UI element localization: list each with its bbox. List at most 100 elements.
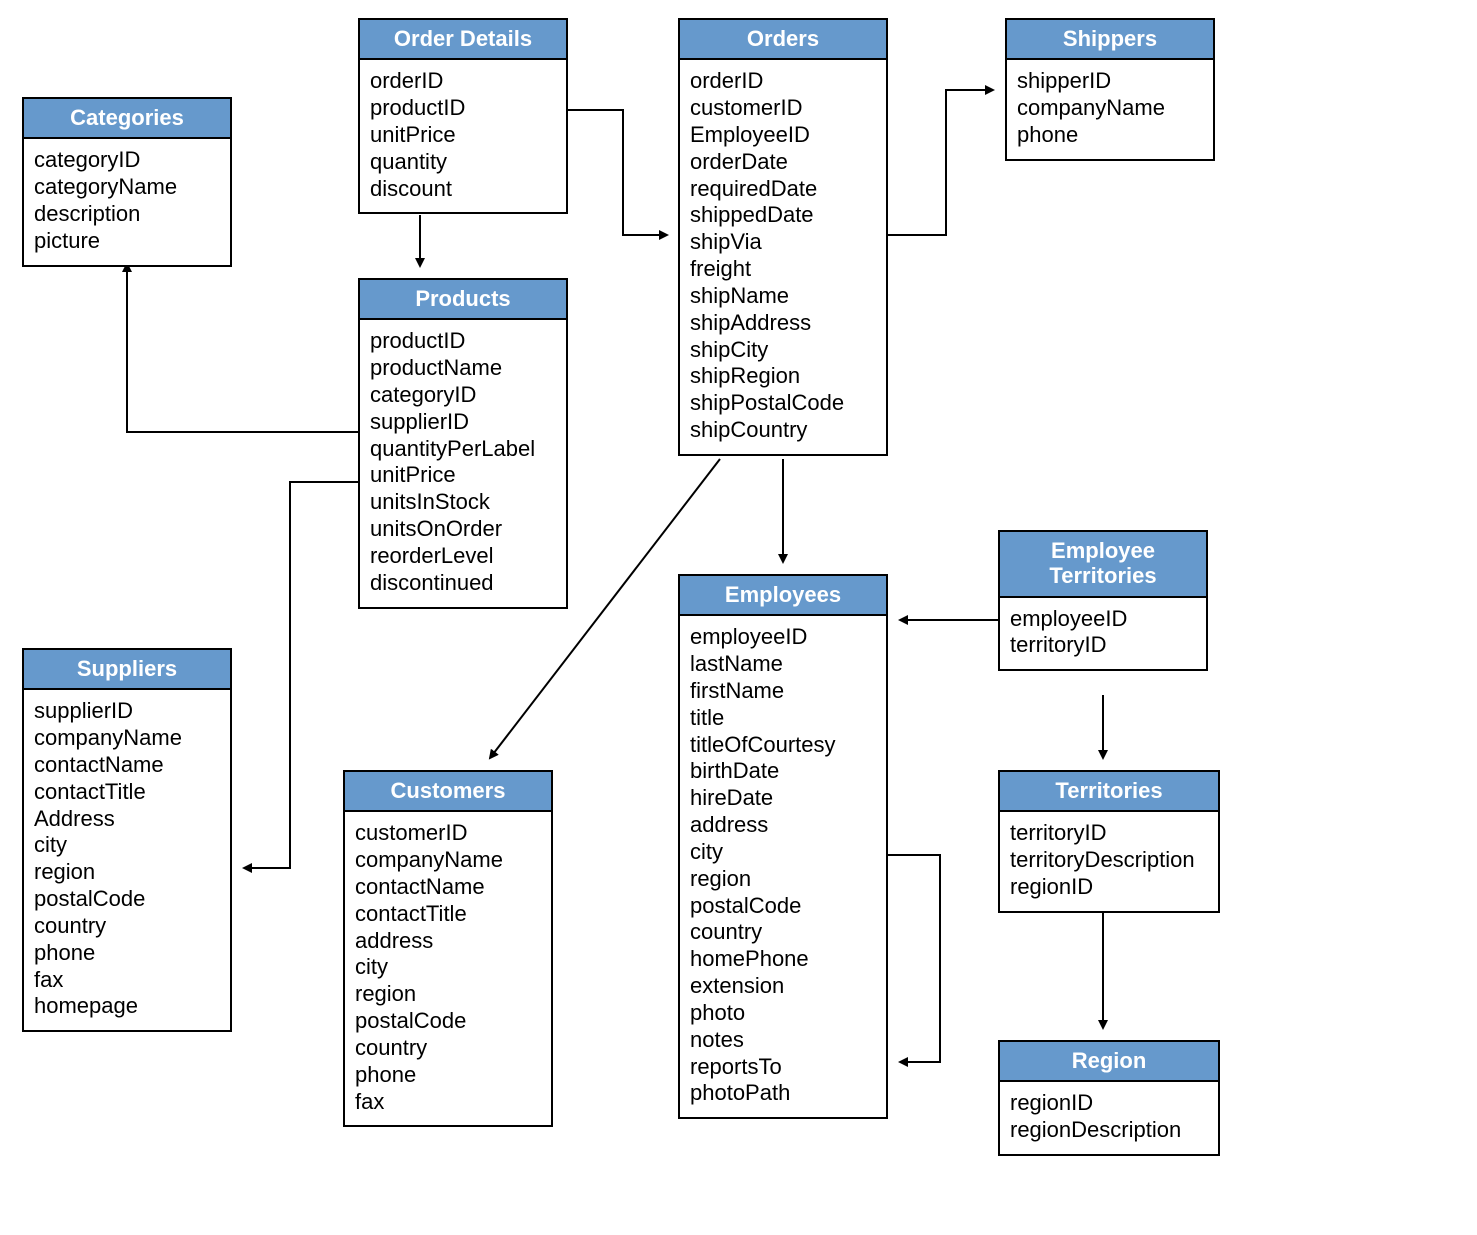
entity-field: title — [690, 705, 876, 732]
entity-field: country — [355, 1035, 541, 1062]
entity-field: contactTitle — [34, 779, 220, 806]
entity-field: productName — [370, 355, 556, 382]
entity-field: shipVia — [690, 229, 876, 256]
entity-field: titleOfCourtesy — [690, 732, 876, 759]
entity-field: employeeID — [690, 624, 876, 651]
entity-field: unitPrice — [370, 462, 556, 489]
entity-field: customerID — [355, 820, 541, 847]
edge-products-to-suppliers — [244, 482, 358, 868]
entity-fields: employeeIDterritoryID — [1000, 598, 1206, 670]
entity-field: postalCode — [355, 1008, 541, 1035]
entity-fields: regionIDregionDescription — [1000, 1082, 1218, 1154]
entity-title: Products — [360, 280, 566, 320]
entity-field: shipRegion — [690, 363, 876, 390]
entity-title: Customers — [345, 772, 551, 812]
entity-field: contactName — [355, 874, 541, 901]
entity-field: picture — [34, 228, 220, 255]
entity-field: address — [355, 928, 541, 955]
edge-products-to-categories — [127, 264, 358, 432]
entity-field: unitPrice — [370, 122, 556, 149]
entity-field: fax — [34, 967, 220, 994]
entity-field: orderID — [370, 68, 556, 95]
entity-field: city — [355, 954, 541, 981]
entity-field: Address — [34, 806, 220, 833]
entity-title: Territories — [1000, 772, 1218, 812]
entity-field: productID — [370, 328, 556, 355]
entity-fields: customerIDcompanyNamecontactNamecontactT… — [345, 812, 551, 1125]
entity-field: city — [34, 832, 220, 859]
entity-title: Suppliers — [24, 650, 230, 690]
entity-field: unitsOnOrder — [370, 516, 556, 543]
entity-field: companyName — [34, 725, 220, 752]
entity-field: productID — [370, 95, 556, 122]
entity-field: extension — [690, 973, 876, 1000]
entity-field: photo — [690, 1000, 876, 1027]
entity-field: employeeID — [1010, 606, 1196, 633]
entity-field: supplierID — [34, 698, 220, 725]
entity-field: quantity — [370, 149, 556, 176]
entity-field: homepage — [34, 993, 220, 1020]
entity-title: Region — [1000, 1042, 1218, 1082]
entity-field: postalCode — [34, 886, 220, 913]
entity-field: shipCountry — [690, 417, 876, 444]
entity-field: companyName — [355, 847, 541, 874]
entity-field: freight — [690, 256, 876, 283]
entity-territories: TerritoriesterritoryIDterritoryDescripti… — [998, 770, 1220, 913]
entity-field: photoPath — [690, 1080, 876, 1107]
entity-field: discount — [370, 176, 556, 203]
entity-field: address — [690, 812, 876, 839]
entity-field: city — [690, 839, 876, 866]
entity-field: description — [34, 201, 220, 228]
entity-field: firstName — [690, 678, 876, 705]
entity-field: contactTitle — [355, 901, 541, 928]
entity-field: homePhone — [690, 946, 876, 973]
entity-field: country — [34, 913, 220, 940]
entity-field: regionDescription — [1010, 1117, 1208, 1144]
entity-field: supplierID — [370, 409, 556, 436]
entity-field: customerID — [690, 95, 876, 122]
entity-field: orderDate — [690, 149, 876, 176]
entity-fields: orderIDproductIDunitPricequantitydiscoun… — [360, 60, 566, 212]
entity-categories: CategoriescategoryIDcategoryNamedescript… — [22, 97, 232, 267]
entity-field: birthDate — [690, 758, 876, 785]
entity-field: notes — [690, 1027, 876, 1054]
edge-employees-self — [888, 855, 940, 1062]
entity-customers: CustomerscustomerIDcompanyNamecontactNam… — [343, 770, 553, 1127]
entity-field: shipperID — [1017, 68, 1203, 95]
entity-field: reorderLevel — [370, 543, 556, 570]
entity-field: territoryID — [1010, 820, 1208, 847]
entity-field: region — [355, 981, 541, 1008]
entity-fields: employeeIDlastNamefirstNametitletitleOfC… — [680, 616, 886, 1117]
entity-field: regionID — [1010, 874, 1208, 901]
entity-orders: OrdersorderIDcustomerIDEmployeeIDorderDa… — [678, 18, 888, 456]
entity-suppliers: SupplierssupplierIDcompanyNamecontactNam… — [22, 648, 232, 1032]
entity-field: phone — [34, 940, 220, 967]
entity-field: country — [690, 919, 876, 946]
entity-field: categoryName — [34, 174, 220, 201]
entity-fields: shipperIDcompanyNamephone — [1007, 60, 1213, 158]
entity-field: shippedDate — [690, 202, 876, 229]
entity-fields: territoryIDterritoryDescriptionregionID — [1000, 812, 1218, 910]
entity-field: categoryID — [370, 382, 556, 409]
entity-fields: supplierIDcompanyNamecontactNamecontactT… — [24, 690, 230, 1030]
entity-field: phone — [1017, 122, 1203, 149]
entity-field: requiredDate — [690, 176, 876, 203]
entity-field: categoryID — [34, 147, 220, 174]
entity-field: shipPostalCode — [690, 390, 876, 417]
entity-field: phone — [355, 1062, 541, 1089]
entity-field: quantityPerLabel — [370, 436, 556, 463]
entity-title: Shippers — [1007, 20, 1213, 60]
entity-fields: categoryIDcategoryNamedescriptionpicture — [24, 139, 230, 264]
entity-field: region — [690, 866, 876, 893]
entity-field: shipName — [690, 283, 876, 310]
entity-title: Employee Territories — [1000, 532, 1206, 598]
entity-shippers: ShippersshipperIDcompanyNamephone — [1005, 18, 1215, 161]
entity-field: shipCity — [690, 337, 876, 364]
entity-field: unitsInStock — [370, 489, 556, 516]
entity-fields: productIDproductNamecategoryIDsupplierID… — [360, 320, 566, 606]
entity-region: RegionregionIDregionDescription — [998, 1040, 1220, 1156]
entity-field: regionID — [1010, 1090, 1208, 1117]
er-diagram-canvas: CategoriescategoryIDcategoryNamedescript… — [0, 0, 1477, 1235]
entity-title: Categories — [24, 99, 230, 139]
entity-field: EmployeeID — [690, 122, 876, 149]
